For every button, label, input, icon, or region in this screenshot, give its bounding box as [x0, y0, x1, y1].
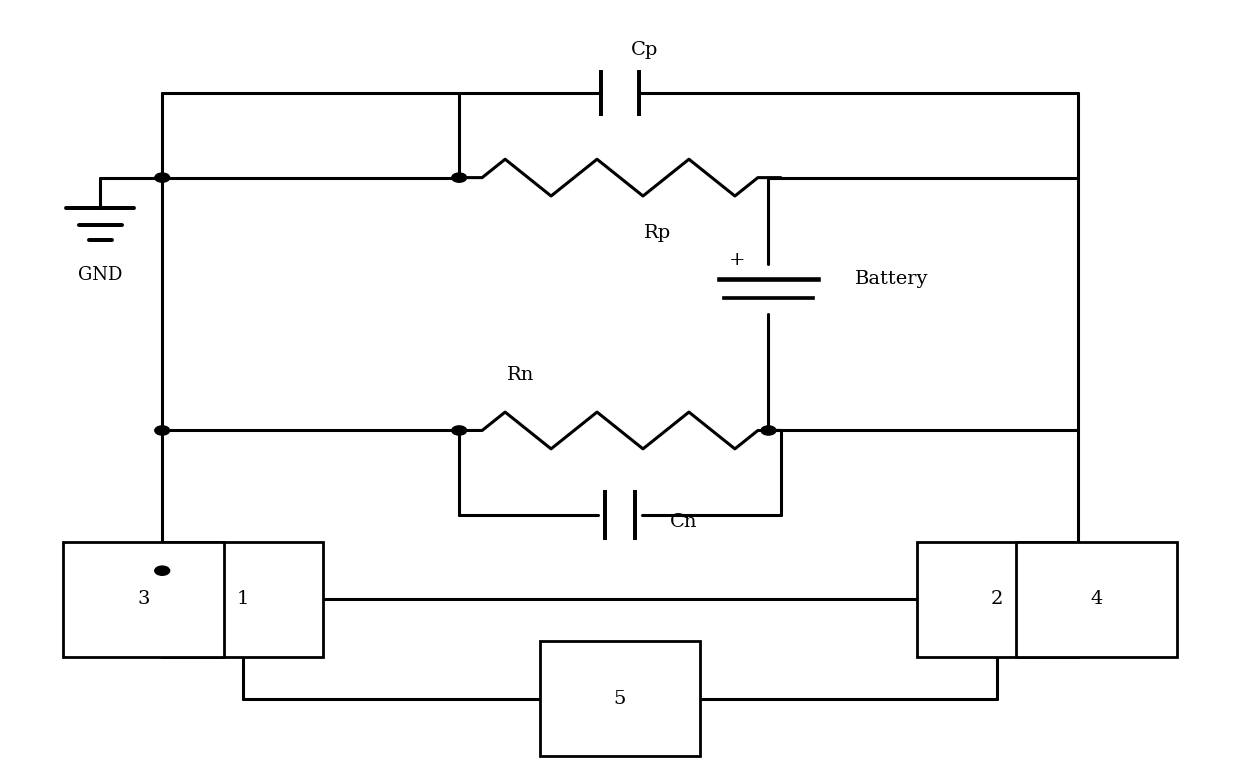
Text: 4: 4: [1090, 590, 1102, 608]
FancyBboxPatch shape: [916, 541, 1078, 657]
Text: Cn: Cn: [670, 514, 697, 531]
Circle shape: [451, 173, 466, 182]
Circle shape: [155, 566, 170, 575]
Text: +: +: [729, 251, 745, 269]
Circle shape: [451, 426, 466, 435]
Text: 3: 3: [138, 590, 150, 608]
Text: Battery: Battery: [856, 270, 929, 288]
Text: Rn: Rn: [507, 367, 534, 384]
FancyBboxPatch shape: [162, 541, 324, 657]
Circle shape: [155, 426, 170, 435]
Text: 2: 2: [991, 590, 1003, 608]
Text: GND: GND: [78, 266, 123, 284]
Text: 5: 5: [614, 690, 626, 707]
Text: |: |: [766, 321, 771, 337]
Text: Rp: Rp: [644, 224, 671, 241]
FancyBboxPatch shape: [63, 541, 224, 657]
Text: 1: 1: [237, 590, 249, 608]
Text: Cp: Cp: [631, 41, 658, 59]
FancyBboxPatch shape: [1016, 541, 1177, 657]
Circle shape: [155, 173, 170, 182]
FancyBboxPatch shape: [539, 641, 701, 756]
Circle shape: [761, 426, 776, 435]
